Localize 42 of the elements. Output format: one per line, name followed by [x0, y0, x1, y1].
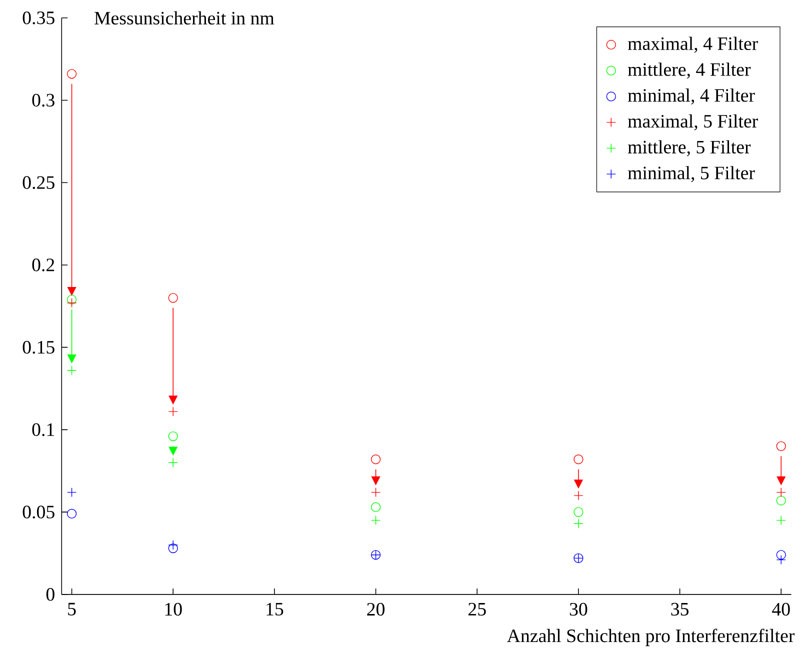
legend-label: minimal, 4 Filter [628, 88, 755, 104]
legend-label: mittlere, 5 Filter [628, 140, 751, 156]
point [574, 507, 584, 517]
point [168, 543, 178, 554]
point [370, 487, 381, 498]
y-tick-label: 0.3 [32, 94, 54, 107]
point [776, 550, 786, 560]
y-tick-label: 0.2 [32, 258, 54, 272]
point [370, 502, 381, 512]
point [66, 366, 77, 376]
point [66, 487, 77, 498]
y-tick-label: 0.1 [32, 423, 54, 436]
x-tick-label: 25 [468, 602, 486, 616]
point [66, 298, 77, 308]
point [66, 69, 77, 79]
point [370, 454, 381, 464]
point [370, 515, 381, 526]
x-tick-label: 20 [367, 602, 385, 616]
point [66, 294, 77, 304]
y-tick-label: 0.25 [22, 176, 54, 189]
point [66, 508, 77, 518]
x-tick-label: 5 [68, 602, 76, 616]
y-axis-title: Messunsicherheit in nm [94, 11, 274, 24]
x-tick-label: 10 [165, 602, 182, 616]
y-tick-label: 0 [46, 588, 54, 601]
y-tick-label: 0.15 [22, 340, 54, 354]
x-tick-label: 30 [570, 602, 588, 616]
legend-label: maximal, 4 Filter [628, 36, 758, 53]
x-tick-label: 35 [671, 602, 689, 616]
legend-label: minimal, 5 Filter [628, 166, 755, 182]
y-tick-label: 0.35 [22, 11, 54, 24]
point [776, 441, 786, 451]
x-tick-label: 15 [266, 602, 284, 616]
point [574, 454, 584, 464]
legend-label: maximal, 5 Filter [628, 114, 758, 130]
x-tick-label: 40 [772, 602, 790, 616]
point [168, 431, 178, 442]
x-axis-title: Anzahl Schichten pro Interferenzfilter [507, 628, 795, 646]
point [776, 496, 786, 506]
point [168, 293, 178, 303]
y-tick-label: 0.05 [22, 506, 54, 518]
legend-label: mittlere, 4 Filter [628, 62, 751, 79]
